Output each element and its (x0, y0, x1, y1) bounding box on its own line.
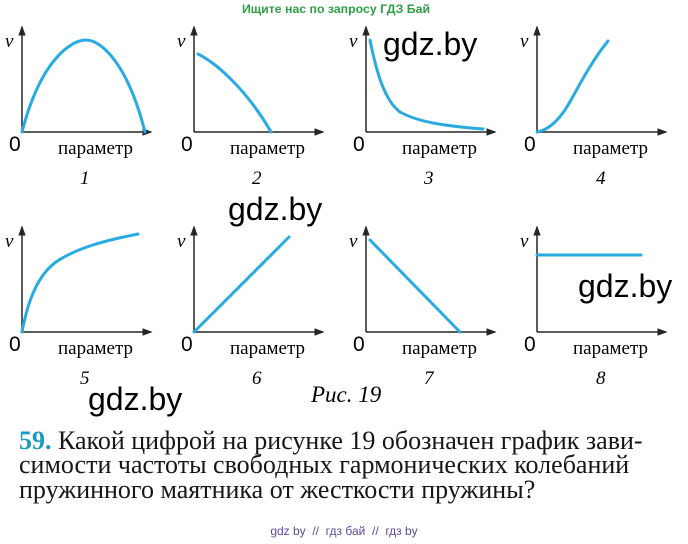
svg-text:8: 8 (596, 368, 606, 389)
svg-text:v: v (177, 31, 186, 52)
svg-text:v: v (177, 231, 186, 252)
svg-text:7: 7 (424, 368, 435, 389)
svg-text:параметр: параметр (402, 138, 477, 159)
svg-text:0: 0 (181, 133, 193, 156)
svg-text:0: 0 (181, 333, 193, 356)
svg-text:параметр: параметр (58, 138, 133, 159)
svg-text:v: v (5, 231, 14, 252)
svg-text:0: 0 (9, 333, 21, 356)
svg-text:6: 6 (252, 368, 262, 389)
svg-text:v: v (349, 31, 358, 52)
svg-text:параметр: параметр (573, 338, 648, 359)
svg-text:3: 3 (423, 168, 434, 189)
svg-text:0: 0 (353, 133, 365, 156)
svg-text:0: 0 (524, 133, 536, 156)
svg-text:v: v (5, 31, 14, 52)
svg-text:0: 0 (353, 333, 365, 356)
svg-text:параметр: параметр (402, 338, 477, 359)
svg-text:v: v (520, 231, 529, 252)
svg-text:параметр: параметр (230, 138, 305, 159)
svg-text:0: 0 (524, 333, 536, 356)
svg-text:v: v (520, 31, 529, 52)
svg-text:1: 1 (80, 168, 90, 189)
svg-text:4: 4 (596, 168, 606, 189)
svg-text:v: v (349, 231, 358, 252)
svg-text:параметр: параметр (58, 338, 133, 359)
svg-text:2: 2 (252, 168, 262, 189)
svg-text:0: 0 (9, 133, 21, 156)
svg-text:параметр: параметр (573, 138, 648, 159)
svg-text:параметр: параметр (230, 338, 305, 359)
